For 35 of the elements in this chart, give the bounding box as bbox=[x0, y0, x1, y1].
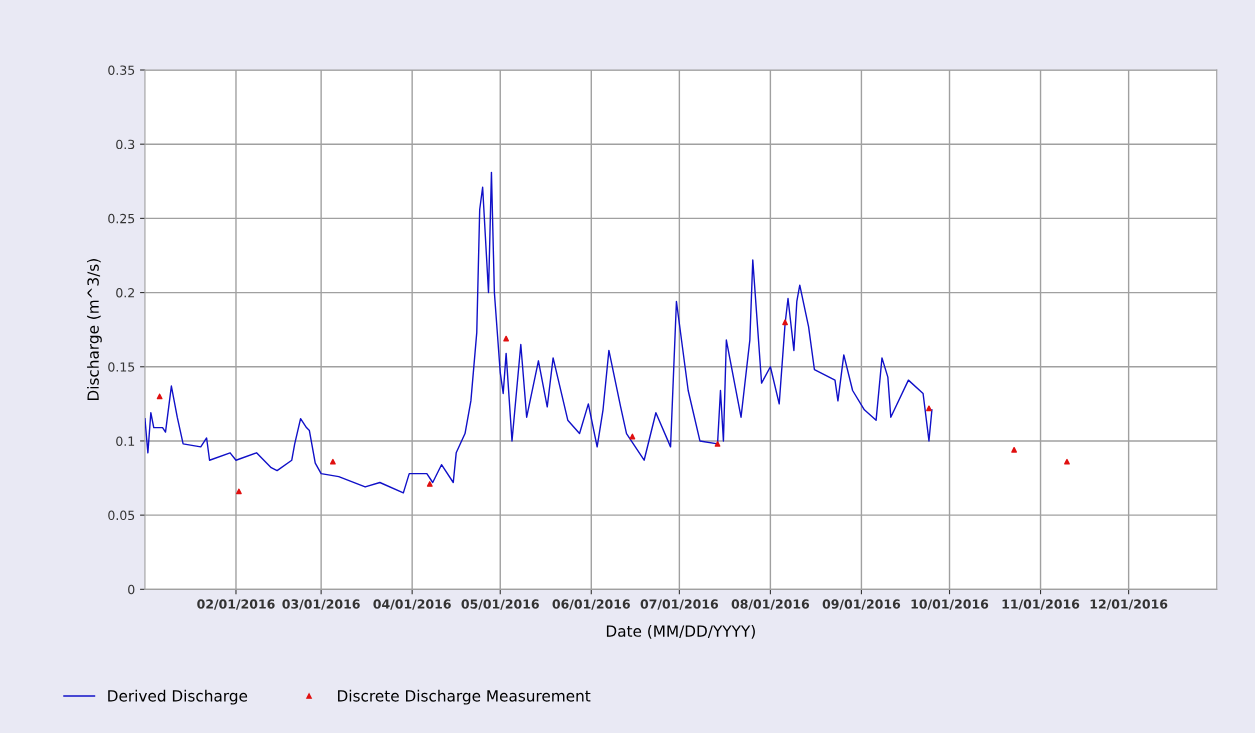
x-tick-label: 04/01/2016 bbox=[373, 599, 451, 610]
point bbox=[629, 433, 636, 440]
x-tick-label: 07/01/2016 bbox=[640, 599, 719, 610]
y-tick-label: 0.05 bbox=[108, 510, 135, 521]
y-tick-label: 0.25 bbox=[108, 213, 135, 224]
point bbox=[503, 335, 510, 342]
x-tick-label: 12/01/2016 bbox=[1090, 599, 1168, 610]
y-tick-label: 0.15 bbox=[108, 362, 135, 372]
point bbox=[926, 405, 932, 412]
x-tick-label: 11/01/2016 bbox=[1002, 599, 1080, 610]
x-axis-title: Date (MM/DD/YYYY) bbox=[606, 625, 755, 639]
y-tick-label: 0 bbox=[128, 584, 135, 595]
x-tick-label: 06/01/2016 bbox=[552, 599, 630, 610]
point bbox=[1011, 446, 1018, 453]
point bbox=[156, 393, 163, 400]
x-tick-label: 10/01/2016 bbox=[911, 599, 989, 610]
x-tick-label: 02/01/2016 bbox=[197, 599, 275, 610]
x-tick-label: 03/01/2016 bbox=[282, 599, 360, 610]
point bbox=[782, 319, 788, 326]
legend-label: Discrete Discharge Measurement bbox=[338, 689, 591, 705]
line-series bbox=[144, 171, 933, 494]
y-axis-title: Discharge (m^3/s) bbox=[87, 259, 102, 401]
point bbox=[714, 441, 721, 447]
x-tick-label: 05/01/2016 bbox=[461, 599, 539, 610]
point bbox=[426, 481, 433, 487]
y-tick-label: 0.35 bbox=[108, 65, 135, 75]
y-tick-label: 0.2 bbox=[116, 288, 134, 298]
point bbox=[236, 488, 242, 495]
legend-label: Derived Discharge bbox=[108, 689, 248, 705]
point bbox=[1064, 458, 1070, 465]
y-tick-label: 0.1 bbox=[116, 436, 135, 446]
x-tick-label: 08/01/2016 bbox=[731, 599, 810, 610]
x-tick-label: 09/01/2016 bbox=[822, 599, 901, 610]
y-tick-label: 0.3 bbox=[116, 139, 135, 150]
point bbox=[329, 458, 336, 465]
